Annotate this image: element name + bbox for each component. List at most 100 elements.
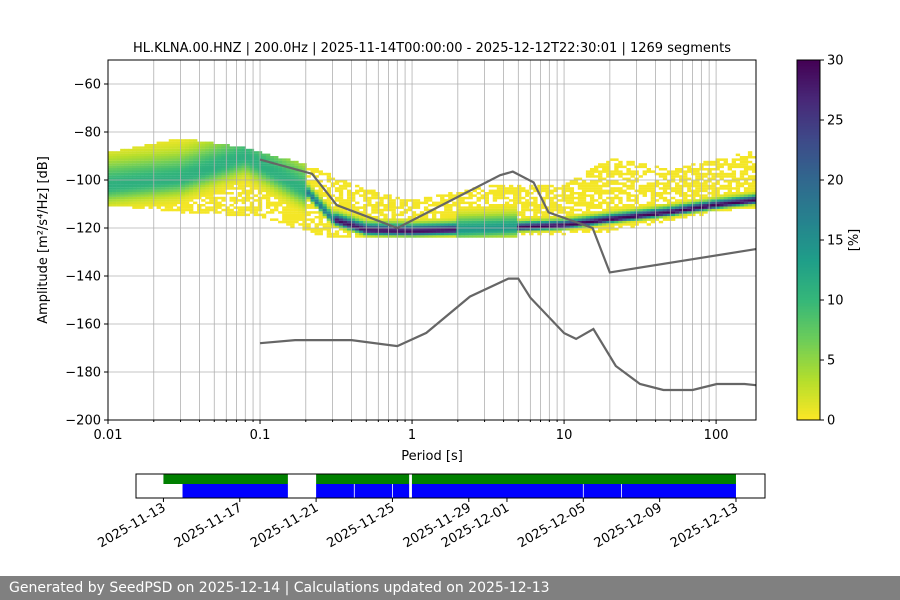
- heatmap-cell: [687, 211, 692, 214]
- heatmap-cell: [152, 189, 157, 193]
- heatmap-cell: [683, 216, 688, 219]
- heatmap-cell: [346, 232, 352, 236]
- heatmap-cell: [642, 192, 647, 195]
- heatmap-cell: [480, 223, 485, 226]
- heatmap-cell: [727, 189, 732, 193]
- heatmap-cell: [638, 208, 643, 212]
- heatmap-cell: [675, 201, 680, 205]
- heatmap-cell: [411, 206, 417, 209]
- heatmap-cell: [500, 196, 506, 200]
- heatmap-cell: [355, 208, 360, 212]
- heatmap-cell: [432, 218, 437, 221]
- heatmap-cell: [294, 187, 299, 190]
- heatmap-cell: [229, 204, 234, 207]
- heatmap-cell: [622, 177, 627, 181]
- heatmap-cell: [172, 204, 178, 207]
- heatmap-cell: [302, 218, 307, 221]
- heatmap-cell: [492, 208, 498, 212]
- heatmap-cell: [679, 170, 684, 173]
- heatmap-cell: [618, 213, 623, 217]
- heatmap-cell: [156, 206, 161, 209]
- heatmap-cell: [533, 199, 538, 202]
- heatmap-cell: [367, 230, 372, 233]
- heatmap-cell: [367, 199, 372, 202]
- heatmap-cell: [670, 218, 676, 221]
- heatmap-cell: [237, 146, 242, 149]
- heatmap-cell: [731, 192, 737, 195]
- heatmap-cell: [598, 184, 603, 188]
- heatmap-cell: [500, 187, 506, 190]
- heatmap-cell: [346, 204, 352, 207]
- heatmap-cell: [492, 235, 498, 238]
- heatmap-cell: [359, 230, 364, 233]
- heatmap-cell: [513, 218, 518, 221]
- heatmap-cell: [290, 208, 295, 212]
- heatmap-cell: [545, 189, 550, 193]
- heatmap-cell: [124, 194, 129, 197]
- heatmap-cell: [508, 230, 514, 233]
- heatmap-cell: [290, 223, 295, 226]
- heatmap-cell: [294, 189, 299, 193]
- heatmap-cell: [367, 218, 372, 221]
- heatmap-cell: [334, 189, 340, 193]
- heatmap-cell: [160, 180, 165, 183]
- heatmap-cell: [233, 177, 238, 181]
- heatmap-cell: [249, 158, 255, 161]
- heatmap-cell: [614, 163, 619, 166]
- colorbar-segment: [797, 216, 820, 220]
- heatmap-cell: [703, 194, 708, 197]
- heatmap-cell: [687, 199, 692, 202]
- heatmap-cell: [176, 184, 182, 188]
- heatmap-cell: [189, 189, 194, 193]
- heatmap-cell: [136, 175, 141, 178]
- heatmap-cell: [172, 177, 178, 181]
- heatmap-cell: [310, 204, 315, 207]
- heatmap-cell: [703, 211, 708, 214]
- heatmap-cell: [160, 172, 165, 176]
- heatmap-cell: [691, 201, 696, 205]
- heatmap-cell: [675, 175, 680, 178]
- colorbar-segment: [797, 96, 820, 100]
- heatmap-cell: [225, 144, 230, 147]
- heatmap-cell: [460, 199, 465, 202]
- colorbar-segment: [797, 270, 820, 274]
- heatmap-cell: [666, 204, 672, 207]
- heatmap-cell: [525, 223, 530, 226]
- heatmap-cell: [500, 216, 506, 219]
- colorbar-segment: [797, 87, 820, 91]
- heatmap-cell: [282, 172, 287, 176]
- heatmap-cell: [541, 223, 546, 226]
- heatmap-cell: [456, 201, 461, 205]
- heatmap-cell: [201, 187, 206, 190]
- heatmap-cell: [180, 172, 186, 176]
- heatmap-cell: [460, 232, 465, 236]
- heatmap-cell: [508, 208, 514, 212]
- heatmap-cell: [172, 184, 178, 188]
- heatmap-cell: [156, 172, 161, 176]
- heatmap-cell: [687, 213, 692, 217]
- heatmap-cell: [537, 232, 542, 236]
- heatmap-cell: [294, 177, 299, 181]
- heatmap-cell: [128, 151, 133, 154]
- heatmap-cell: [602, 216, 607, 219]
- heatmap-cell: [549, 204, 554, 207]
- heatmap-cell: [302, 223, 307, 226]
- heatmap-cell: [476, 187, 481, 190]
- heatmap-cell: [662, 208, 668, 212]
- heatmap-cell: [614, 213, 619, 217]
- heatmap-cell: [140, 146, 145, 149]
- heatmap-cell: [193, 196, 198, 200]
- heatmap-cell: [496, 228, 502, 231]
- heatmap-cell: [654, 172, 660, 176]
- colorbar-segment: [797, 237, 820, 241]
- heatmap-cell: [610, 211, 615, 214]
- heatmap-cell: [541, 206, 546, 209]
- heatmap-cell: [687, 206, 692, 209]
- heatmap-cell: [662, 206, 668, 209]
- heatmap-cell: [589, 194, 595, 197]
- heatmap-cell: [371, 216, 376, 219]
- heatmap-cell: [606, 218, 611, 221]
- heatmap-cell: [241, 189, 246, 193]
- heatmap-cell: [189, 172, 194, 176]
- colorbar-segment: [797, 333, 820, 337]
